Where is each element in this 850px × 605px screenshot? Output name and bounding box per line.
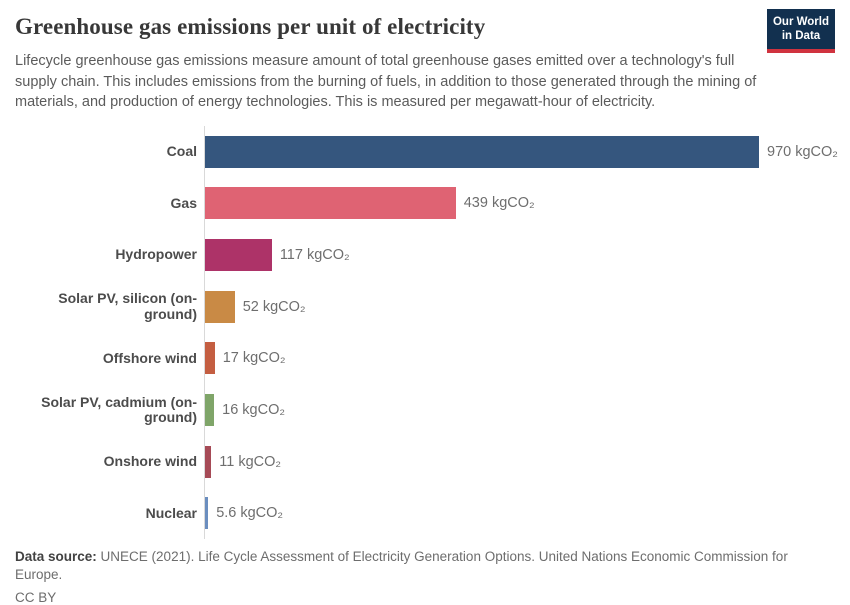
chart-row: Nuclear 5.6 kgCO₂	[15, 487, 835, 540]
bar	[205, 394, 215, 427]
category-label: Gas	[170, 194, 197, 211]
bar	[205, 187, 456, 220]
bar	[205, 342, 215, 375]
value-label: 970 kgCO₂	[767, 143, 838, 160]
bar-track: 5.6 kgCO₂	[204, 487, 835, 540]
data-source-label: Data source:	[15, 549, 97, 565]
value-label: 5.6 kgCO₂	[216, 505, 284, 522]
chart-row: Solar PV, cadmium (on-ground) 16 kgCO₂	[15, 384, 835, 436]
chart-row: Solar PV, silicon (on-ground) 52 kgCO₂	[15, 280, 835, 333]
bar-track: 11 kgCO₂	[204, 435, 835, 488]
chart-row: Gas 439 kgCO₂	[15, 177, 835, 230]
bar	[205, 497, 209, 530]
bar-track: 16 kgCO₂	[204, 384, 835, 436]
category-label: Onshore wind	[103, 453, 197, 469]
category-label: Coal	[166, 142, 197, 159]
bar	[205, 290, 235, 323]
category-label: Solar PV, cadmium (on-ground)	[41, 393, 197, 426]
license-note: CC BY	[15, 590, 57, 605]
chart-title: Greenhouse gas emissions per unit of ele…	[15, 14, 486, 39]
chart-row: Coal 970 kgCO₂	[15, 125, 838, 178]
chart-row: Hydropower 117 kgCO₂	[15, 229, 835, 281]
bar-track: 439 kgCO₂	[204, 177, 835, 230]
bar-track: 970 kgCO₂	[204, 125, 838, 178]
bar-chart-rows: Coal 970 kgCO₂ Gas 439 kgCO₂ Hydropower 117 k…	[15, 125, 838, 540]
category-label: Hydropower	[115, 246, 197, 263]
bar-track: 52 kgCO₂	[204, 280, 835, 333]
chart-row: Offshore wind 17 kgCO₂	[15, 332, 835, 385]
data-source-text: UNECE (2021). Life Cycle Assessment of E…	[15, 549, 788, 582]
bar-track: 117 kgCO₂	[204, 229, 835, 281]
value-label: 11 kgCO₂	[219, 453, 282, 470]
category-label: Solar PV, silicon (on-ground)	[58, 290, 197, 322]
value-label: 16 kgCO₂	[222, 402, 285, 419]
owid-logo-line2: in Data	[781, 30, 821, 43]
chart-row: Onshore wind 11 kgCO₂	[15, 435, 835, 488]
owid-logo-line1: Our World	[772, 16, 829, 28]
category-label: Nuclear	[145, 504, 197, 521]
bar-chart: Coal 970 kgCO₂ Gas 439 kgCO₂ Hydropower 117 k…	[15, 125, 838, 540]
bar-track: 17 kgCO₂	[204, 332, 835, 385]
chart-subtitle: Lifecycle greenhouse gas emissions measu…	[15, 53, 757, 111]
value-label: 17 kgCO₂	[222, 350, 286, 367]
category-label: Offshore wind	[102, 349, 197, 366]
bar	[205, 135, 759, 168]
value-label: 117 kgCO₂	[279, 246, 350, 263]
bar	[205, 445, 212, 478]
value-label: 52 kgCO₂	[242, 298, 306, 315]
value-label: 439 kgCO₂	[463, 195, 535, 212]
data-source-note: Data source: UNECE (2021). Life Cycle As…	[15, 548, 835, 583]
bar	[205, 238, 272, 271]
owid-logo: Our World in Data	[767, 9, 835, 53]
